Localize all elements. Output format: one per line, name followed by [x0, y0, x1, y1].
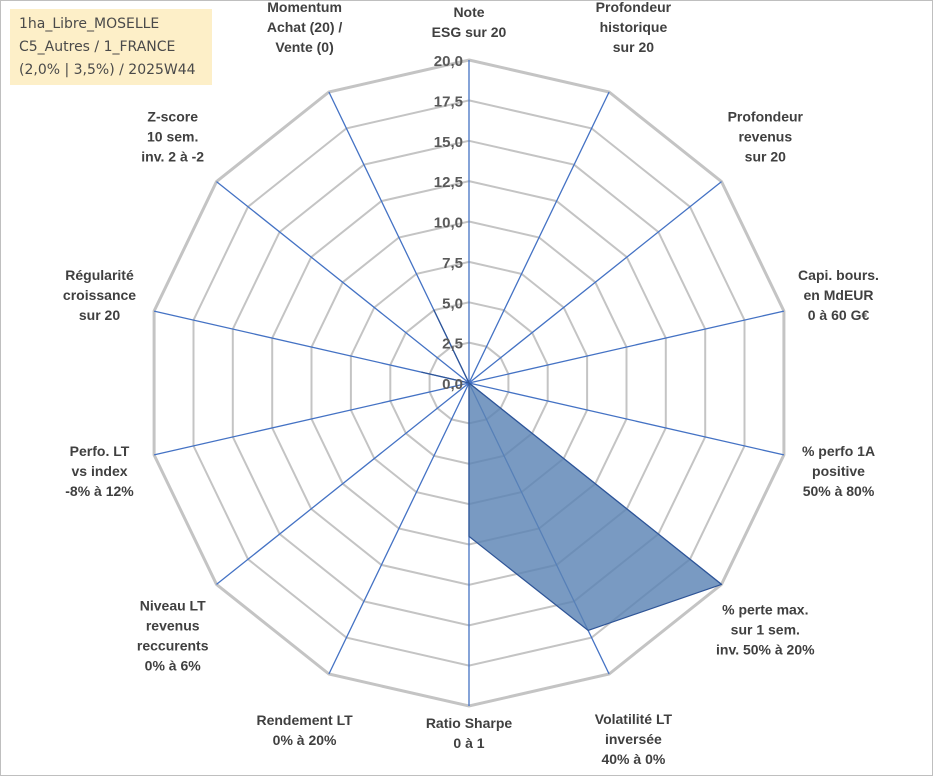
axis-label-14-line-1: Momentum [267, 0, 342, 15]
axis-label-4: Capi. bours. en MdEUR 0 à 60 G€ [798, 267, 879, 323]
axis-label-5-line-2: positive [812, 463, 865, 479]
title-line-2: C5_Autres / 1_FRANCE [19, 39, 176, 55]
axis-label-7-line-2: inversée [605, 731, 662, 747]
axis-label-12: Régularité croissance sur 20 [63, 267, 136, 323]
radar-spoke-3 [468, 181, 722, 384]
axis-label-1-line-2: ESG sur 20 [432, 24, 507, 40]
axis-label-10-line-4: 0% à 6% [145, 658, 202, 674]
axis-label-2: Profondeur historique sur 20 [596, 0, 672, 55]
axis-label-11: Perfo. LT vs index -8% à 12% [65, 443, 134, 499]
radar-spoke-12 [153, 310, 470, 384]
axis-label-3-line-3: sur 20 [745, 149, 786, 165]
axis-label-8-line-2: 0 à 1 [453, 735, 484, 751]
axis-label-7-line-1: Volatilité LT [595, 711, 673, 727]
radar-spoke-10 [216, 382, 470, 585]
radar-spoke-4 [468, 310, 785, 384]
axis-label-2-line-1: Profondeur [596, 0, 672, 15]
radar-series [421, 309, 723, 632]
radar-spoke-13 [216, 181, 470, 384]
tick-label-5: 12,5 [434, 174, 463, 191]
radar-tick-labels: 0,0 2,5 5,0 7,5 10,0 12,5 15,0 17,5 20,0 [434, 53, 463, 393]
chart-title-box: 1ha_Libre_MOSELLE C5_Autres / 1_FRANCE (… [10, 9, 212, 85]
title-line-3: (2,0% | 3,5%) / 2025W44 [19, 62, 196, 78]
axis-label-5: % perfo 1A positive 50% à 80% [802, 443, 875, 499]
axis-label-14-line-2: Achat (20) / [267, 19, 343, 35]
axis-label-8-line-1: Ratio Sharpe [426, 715, 513, 731]
tick-label-2: 5,0 [442, 295, 463, 312]
radar-spoke-9 [328, 382, 470, 675]
axis-label-3: Profondeur revenus sur 20 [728, 109, 804, 165]
axis-label-10: Niveau LT revenus reccurents 0% à 6% [137, 598, 209, 674]
axis-label-5-line-1: % perfo 1A [802, 443, 875, 459]
tick-label-4: 10,0 [434, 215, 463, 232]
axis-label-13-line-3: inv. 2 à -2 [141, 149, 204, 165]
axis-label-6-line-1: % perte max. [722, 601, 808, 617]
tick-label-0: 0,0 [442, 376, 463, 393]
axis-label-14: Momentum Achat (20) / Vente (0) [267, 0, 343, 55]
radar-series-area [421, 309, 723, 632]
axis-label-2-line-2: historique [600, 19, 668, 35]
axis-label-4-line-3: 0 à 60 G€ [808, 307, 870, 323]
axis-label-7-line-3: 40% à 0% [601, 751, 665, 767]
axis-label-12-line-2: croissance [63, 287, 136, 303]
tick-label-6: 15,0 [434, 134, 463, 151]
axis-label-4-line-1: Capi. bours. [798, 267, 879, 283]
axis-label-9: Rendement LT 0% à 20% [256, 712, 353, 748]
axis-label-11-line-3: -8% à 12% [65, 483, 134, 499]
radar-spoke-5 [468, 382, 785, 456]
axis-label-13: Z-score 10 sem. inv. 2 à -2 [141, 109, 204, 165]
axis-label-13-line-2: 10 sem. [147, 129, 198, 145]
axis-label-12-line-1: Régularité [65, 267, 134, 283]
axis-label-8: Ratio Sharpe 0 à 1 [426, 715, 513, 751]
axis-label-2-line-3: sur 20 [613, 39, 654, 55]
tick-label-1: 2,5 [442, 336, 463, 353]
title-line-1: 1ha_Libre_MOSELLE [19, 16, 160, 32]
radar-axis-labels: Note ESG sur 20 Profondeur historique sur 20… [63, 0, 879, 767]
axis-label-14-line-3: Vente (0) [275, 39, 333, 55]
tick-label-7: 17,5 [434, 93, 463, 110]
axis-label-10-line-1: Niveau LT [140, 598, 206, 614]
axis-label-4-line-2: en MdEUR [804, 287, 874, 303]
axis-label-11-line-1: Perfo. LT [70, 443, 130, 459]
axis-label-9-line-1: Rendement LT [256, 712, 353, 728]
axis-label-3-line-1: Profondeur [728, 109, 804, 125]
axis-label-9-line-2: 0% à 20% [273, 732, 337, 748]
radar-spoke-11 [153, 382, 470, 456]
axis-label-11-line-2: vs index [71, 463, 127, 479]
tick-label-8: 20,0 [434, 53, 463, 70]
tick-label-3: 7,5 [442, 255, 463, 272]
radar-spoke-2 [468, 91, 610, 384]
axis-label-10-line-3: reccurents [137, 638, 209, 654]
axis-label-6-line-2: sur 1 sem. [731, 621, 800, 637]
axis-label-6: % perte max. sur 1 sem. inv. 50% à 20% [716, 601, 815, 657]
axis-label-1: Note ESG sur 20 [432, 4, 507, 40]
axis-label-5-line-3: 50% à 80% [803, 483, 875, 499]
axis-label-13-line-1: Z-score [147, 109, 198, 125]
axis-label-12-line-3: sur 20 [79, 307, 120, 323]
axis-label-7: Volatilité LT inversée 40% à 0% [595, 711, 673, 767]
axis-label-1-line-1: Note [453, 4, 484, 20]
axis-label-6-line-3: inv. 50% à 20% [716, 641, 815, 657]
axis-label-10-line-2: revenus [146, 618, 200, 634]
axis-label-3-line-2: revenus [738, 129, 792, 145]
